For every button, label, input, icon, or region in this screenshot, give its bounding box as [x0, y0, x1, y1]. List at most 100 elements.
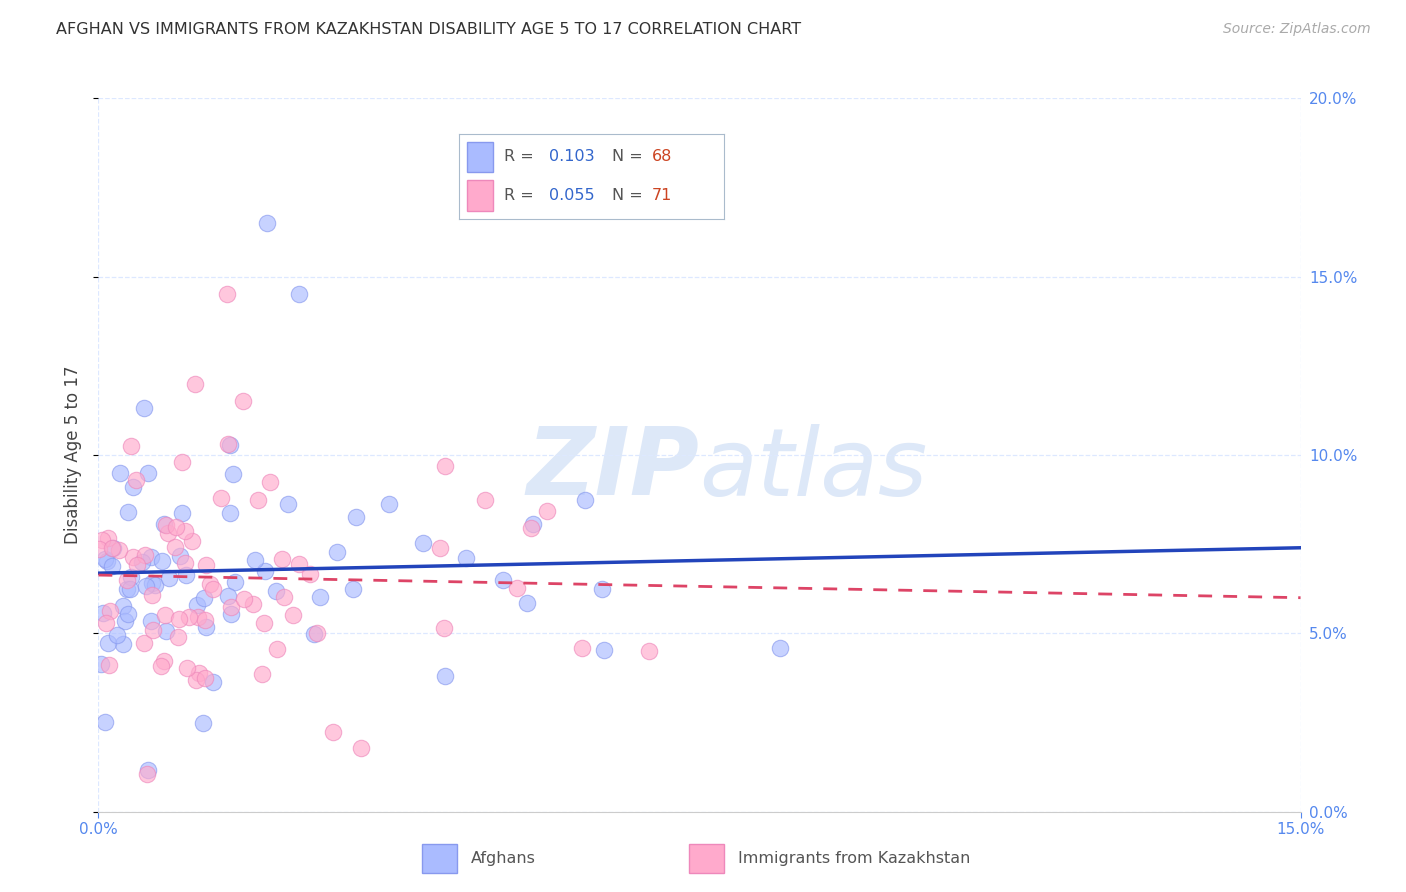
Point: [132, 636, 155, 650]
Point: [298, 566, 321, 581]
Point: [98, 604, 121, 618]
Point: [219, 599, 242, 614]
Point: [94, 552, 117, 566]
Point: [150, 658, 173, 673]
Point: [117, 607, 139, 621]
Point: [474, 492, 496, 507]
Point: [769, 640, 792, 655]
Point: [266, 642, 288, 657]
Point: [592, 643, 614, 657]
Point: [165, 520, 187, 534]
Point: [522, 516, 544, 531]
Point: [429, 541, 451, 555]
Point: [150, 554, 173, 568]
Point: [122, 550, 145, 565]
Point: [120, 570, 142, 584]
Text: N =: N =: [613, 150, 648, 164]
Point: [256, 216, 278, 230]
Point: [202, 582, 225, 596]
Point: [143, 578, 166, 592]
Point: [101, 559, 124, 574]
Point: [97, 635, 120, 649]
Point: [134, 548, 156, 562]
Point: [193, 591, 215, 605]
Point: [105, 627, 128, 641]
Point: [217, 589, 239, 603]
Point: [259, 475, 281, 490]
Point: [270, 552, 292, 566]
Point: [136, 467, 159, 481]
Text: AFGHAN VS IMMIGRANTS FROM KAZAKHSTAN DISABILITY AGE 5 TO 17 CORRELATION CHART: AFGHAN VS IMMIGRANTS FROM KAZAKHSTAN DIS…: [56, 22, 801, 37]
FancyBboxPatch shape: [467, 142, 494, 172]
Point: [215, 287, 238, 301]
Point: [136, 763, 159, 777]
Y-axis label: Disability Age 5 to 17: Disability Age 5 to 17: [65, 366, 83, 544]
Point: [153, 516, 176, 531]
Point: [174, 556, 197, 570]
Point: [103, 541, 125, 555]
Point: [93, 606, 115, 620]
Point: [181, 533, 204, 548]
Point: [121, 439, 143, 453]
Point: [516, 597, 538, 611]
Text: 68: 68: [652, 150, 672, 164]
Point: [194, 620, 217, 634]
Point: [172, 506, 194, 520]
Point: [536, 504, 558, 518]
Point: [179, 610, 201, 624]
Point: [326, 545, 349, 559]
Point: [433, 668, 456, 682]
Point: [243, 553, 266, 567]
Point: [87, 541, 110, 556]
Point: [283, 608, 305, 623]
Point: [456, 550, 478, 565]
Point: [174, 568, 197, 582]
Point: [201, 674, 224, 689]
Point: [242, 598, 264, 612]
Text: R =: R =: [503, 150, 538, 164]
Point: [115, 573, 138, 587]
Point: [108, 543, 131, 558]
Point: [141, 588, 163, 602]
Point: [574, 493, 596, 508]
Point: [191, 715, 214, 730]
Point: [135, 579, 157, 593]
Point: [492, 573, 515, 587]
Point: [288, 287, 311, 301]
Point: [166, 630, 188, 644]
Point: [253, 565, 276, 579]
Point: [246, 493, 269, 508]
Point: [433, 621, 456, 635]
Point: [194, 613, 217, 627]
Text: ZIP: ZIP: [527, 423, 700, 516]
Text: 0.103: 0.103: [548, 150, 595, 164]
Point: [591, 582, 613, 596]
Point: [153, 654, 176, 668]
Point: [198, 576, 221, 591]
Point: [142, 623, 165, 637]
Point: [101, 541, 124, 555]
Point: [209, 491, 232, 505]
Point: [155, 517, 177, 532]
Point: [412, 536, 434, 550]
Point: [157, 571, 180, 585]
Point: [253, 615, 276, 630]
Point: [117, 505, 139, 519]
Point: [97, 531, 120, 545]
Point: [520, 521, 543, 535]
Point: [434, 458, 457, 473]
Point: [170, 455, 193, 469]
Point: [224, 575, 246, 590]
Point: [309, 591, 332, 605]
Point: [638, 644, 661, 658]
Point: [506, 582, 529, 596]
Text: Source: ZipAtlas.com: Source: ZipAtlas.com: [1223, 22, 1371, 37]
Point: [90, 657, 112, 671]
Point: [222, 467, 245, 482]
Point: [114, 614, 136, 628]
Point: [96, 616, 118, 631]
Point: [232, 591, 254, 606]
Point: [121, 480, 143, 494]
Point: [139, 614, 162, 628]
Point: [219, 507, 242, 521]
